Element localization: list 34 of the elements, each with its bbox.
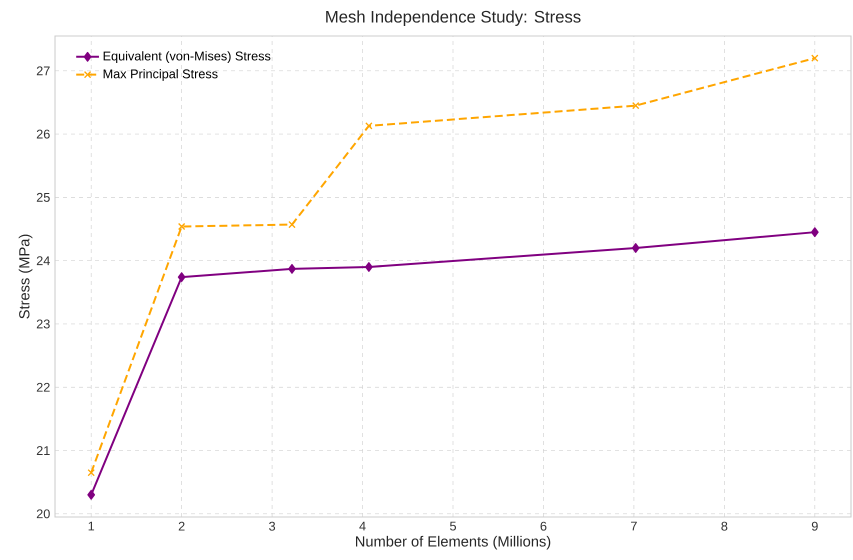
legend-label: Equivalent (von-Mises) Stress bbox=[104, 51, 270, 64]
point bbox=[87, 490, 96, 500]
point bbox=[365, 262, 373, 272]
y-axis-title: Stress (MPa) bbox=[18, 234, 32, 319]
y-tick-label: 22 bbox=[36, 382, 50, 392]
chart-title: Mesh Independence Study: Stress bbox=[326, 10, 581, 26]
point bbox=[288, 220, 296, 228]
x-tick-label: 5 bbox=[450, 522, 456, 531]
point bbox=[365, 122, 373, 130]
point bbox=[811, 54, 818, 62]
x-tick-label: 1 bbox=[88, 522, 94, 530]
y-tick-label: 25 bbox=[36, 192, 50, 202]
point bbox=[88, 468, 95, 476]
point bbox=[632, 243, 640, 253]
x-tick-label: 6 bbox=[540, 522, 546, 531]
point bbox=[632, 102, 640, 110]
x-tick-label: 7 bbox=[631, 522, 637, 530]
x-tick-label: 8 bbox=[721, 522, 728, 531]
point bbox=[288, 264, 296, 274]
x-tick-label: 3 bbox=[269, 522, 276, 531]
y-tick-label: 26 bbox=[36, 130, 50, 139]
y-tick-label: 27 bbox=[36, 66, 50, 76]
x-tick-label: 4 bbox=[359, 522, 366, 530]
y-tick-label: 24 bbox=[36, 256, 50, 266]
point bbox=[810, 227, 819, 238]
x-axis-title: Number of Elements (Millions) bbox=[356, 536, 550, 550]
point bbox=[178, 222, 186, 230]
y-tick-label: 20 bbox=[36, 509, 50, 518]
y-tick-label: 21 bbox=[36, 446, 50, 455]
point bbox=[178, 272, 186, 282]
legend-label: Max Principal Stress bbox=[104, 69, 218, 81]
x-tick-label: 2 bbox=[178, 522, 185, 531]
y-tick-label: 23 bbox=[36, 319, 50, 328]
x-tick-label: 9 bbox=[812, 522, 818, 531]
